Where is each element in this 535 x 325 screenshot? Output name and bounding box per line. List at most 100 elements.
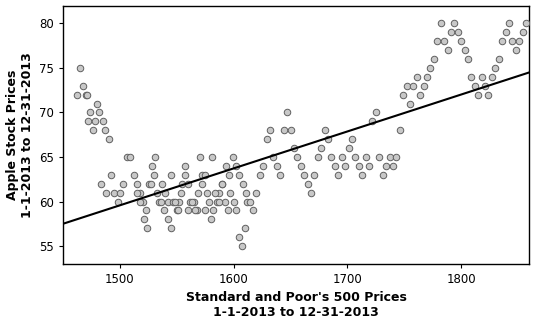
Point [303, 181, 312, 186]
Point [225, 172, 233, 177]
Point [358, 172, 366, 177]
Point [467, 74, 476, 79]
Point [218, 181, 226, 186]
Point [197, 172, 206, 177]
Point [361, 154, 370, 160]
Point [437, 21, 445, 26]
Point [412, 74, 421, 79]
Point [345, 146, 353, 151]
Point [289, 146, 298, 151]
Point [392, 154, 401, 160]
Point [170, 199, 179, 204]
Point [238, 243, 246, 249]
Point [515, 39, 523, 44]
Point [477, 74, 486, 79]
Point [372, 110, 380, 115]
Point [331, 163, 339, 168]
Point [113, 199, 122, 204]
Point [174, 208, 182, 213]
Point [310, 172, 319, 177]
Point [157, 199, 165, 204]
Point [293, 154, 302, 160]
Point [300, 172, 309, 177]
Point [116, 190, 124, 195]
Point [433, 39, 441, 44]
Point [72, 92, 81, 97]
Point [140, 217, 148, 222]
Point [184, 208, 193, 213]
Point [195, 154, 204, 160]
Point [314, 154, 322, 160]
Point [269, 154, 278, 160]
Point [158, 181, 166, 186]
Point [416, 92, 424, 97]
Point [232, 163, 240, 168]
Point [95, 110, 104, 115]
Point [494, 57, 503, 62]
Point [110, 190, 118, 195]
Point [224, 208, 232, 213]
Point [474, 92, 483, 97]
Point [226, 190, 234, 195]
Point [209, 208, 217, 213]
Point [334, 172, 342, 177]
Point [256, 172, 264, 177]
Point [447, 30, 455, 35]
Point [508, 39, 517, 44]
Point [457, 39, 465, 44]
Point [454, 30, 462, 35]
Point [481, 83, 490, 88]
Point [102, 190, 111, 195]
Point [212, 199, 221, 204]
Point [501, 30, 510, 35]
Point [151, 154, 159, 160]
Point [96, 181, 105, 186]
Point [190, 208, 199, 213]
Point [505, 21, 513, 26]
Point [235, 172, 243, 177]
Point [208, 154, 216, 160]
Point [197, 181, 206, 186]
Point [338, 154, 346, 160]
Point [276, 172, 285, 177]
Point [491, 65, 500, 71]
Point [246, 199, 254, 204]
Point [375, 154, 384, 160]
Point [385, 154, 394, 160]
Point [180, 163, 189, 168]
Point [419, 83, 428, 88]
Point [471, 83, 479, 88]
Point [232, 208, 240, 213]
Point [395, 128, 404, 133]
Point [518, 30, 527, 35]
Point [406, 101, 414, 106]
Point [86, 110, 95, 115]
Point [382, 163, 391, 168]
Point [154, 199, 163, 204]
Point [82, 92, 91, 97]
Point [230, 199, 238, 204]
Point [218, 181, 226, 186]
Point [252, 190, 261, 195]
Point [215, 190, 223, 195]
Point [133, 190, 141, 195]
Point [163, 199, 172, 204]
Point [207, 217, 215, 222]
Point [93, 101, 102, 106]
Point [126, 154, 134, 160]
Point [194, 190, 203, 195]
Point [150, 172, 158, 177]
Point [241, 226, 249, 231]
Point [464, 57, 472, 62]
Point [259, 163, 268, 168]
Point [148, 163, 156, 168]
Point [283, 110, 292, 115]
Point [172, 208, 181, 213]
Point [163, 217, 172, 222]
Point [119, 181, 127, 186]
Point [139, 199, 147, 204]
Point [143, 226, 151, 231]
Point [189, 199, 198, 204]
Point [169, 199, 178, 204]
Point [106, 172, 115, 177]
